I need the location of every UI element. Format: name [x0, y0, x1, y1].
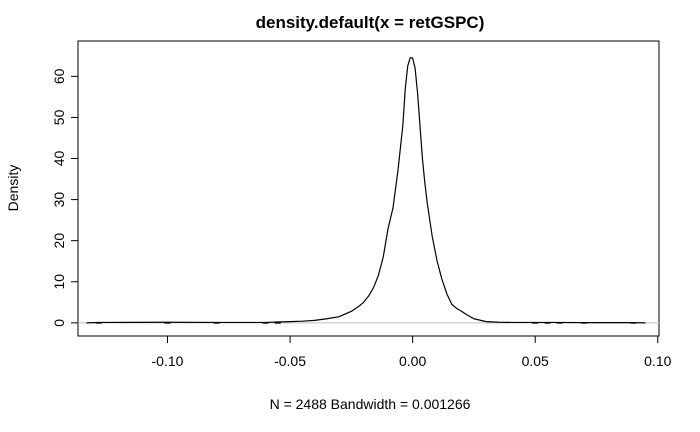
plot-frame: [77, 40, 660, 337]
y-tick-label: 60: [51, 68, 67, 84]
x-tick-label: 0.00: [399, 353, 426, 369]
chart-title: density.default(x = retGSPC): [256, 13, 485, 32]
y-axis-title: Density: [5, 165, 21, 212]
y-tick-label: 0: [51, 319, 67, 327]
y-tick-label: 10: [51, 274, 67, 290]
x-axis: -0.10 -0.05 0.00 0.05 0.10: [152, 335, 672, 369]
x-tick-label: 0.10: [644, 353, 671, 369]
density-line: [86, 57, 646, 324]
x-axis-title: N = 2488 Bandwidth = 0.001266: [270, 396, 471, 412]
y-axis: 0 10 20 30 40 50 60: [51, 68, 79, 327]
y-tick-label: 40: [51, 151, 67, 167]
y-tick-label: 30: [51, 192, 67, 208]
x-tick-label: 0.05: [522, 353, 549, 369]
x-tick-label: -0.10: [152, 353, 184, 369]
y-tick-label: 50: [51, 109, 67, 125]
y-tick-label: 20: [51, 233, 67, 249]
x-tick-label: -0.05: [274, 353, 306, 369]
